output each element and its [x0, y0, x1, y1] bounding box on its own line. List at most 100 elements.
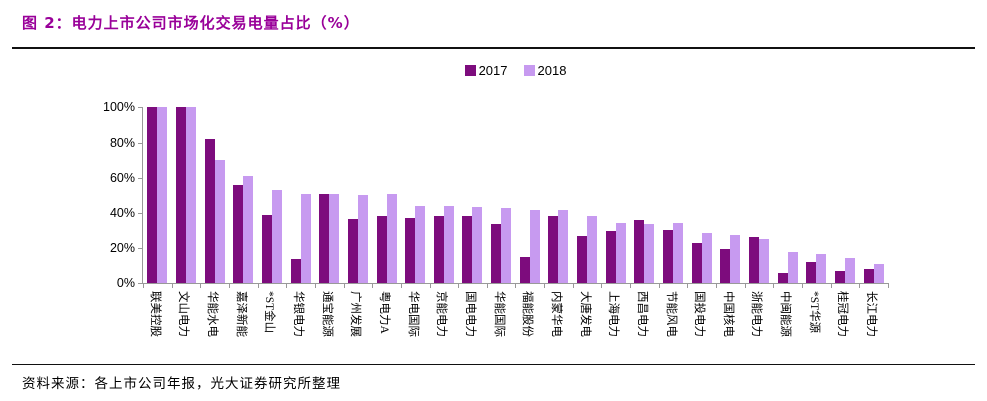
x-tick — [486, 284, 488, 289]
bar-2017 — [204, 139, 215, 284]
x-axis-category-label: 国电电力 — [463, 291, 476, 337]
x-tick — [143, 284, 144, 289]
bar-2018 — [673, 223, 684, 284]
bar-2018 — [214, 160, 225, 284]
x-tick — [601, 284, 603, 289]
bar-2018 — [329, 194, 340, 284]
bar-2017 — [405, 218, 416, 284]
x-tick — [687, 284, 689, 289]
x-axis-category-label: 福能股份 — [521, 291, 534, 337]
bar-2017 — [519, 256, 530, 284]
y-axis-tick-label: 80% — [109, 135, 135, 150]
x-tick — [372, 284, 374, 289]
title-divider — [12, 47, 975, 49]
bar-2017 — [577, 235, 588, 284]
bar-2017 — [319, 194, 330, 284]
bar-2017 — [748, 237, 759, 284]
bar-2018 — [357, 195, 368, 284]
bar-2018 — [873, 263, 884, 284]
legend-item-2018: 2018 — [523, 63, 566, 78]
x-axis-category-label: 广州发展 — [349, 291, 362, 337]
bar-2018 — [386, 194, 397, 284]
bar-2017 — [175, 107, 186, 284]
bar-2017 — [634, 219, 645, 284]
source-divider — [12, 364, 975, 365]
bar-2018 — [787, 252, 798, 284]
bar-2017 — [663, 230, 674, 284]
x-tick — [228, 284, 230, 289]
x-tick — [400, 284, 402, 289]
bar-2017 — [347, 219, 358, 284]
bar-2017 — [290, 258, 301, 284]
x-axis-category-label: 京能电力 — [435, 291, 448, 337]
x-axis-category-label: 华能水电 — [206, 291, 219, 337]
bar-2017 — [433, 216, 444, 284]
x-axis-category-label: 浙能电力 — [750, 291, 763, 337]
x-tick — [859, 284, 861, 289]
y-tick — [138, 212, 142, 214]
bar-2018 — [816, 254, 827, 284]
y-axis-tick-label: 20% — [109, 241, 135, 256]
y-axis-tick-label: 0% — [116, 276, 135, 291]
bar-2018 — [243, 175, 254, 284]
bar-2017 — [261, 214, 272, 284]
bar-2018 — [615, 223, 626, 284]
bar-2017 — [720, 248, 731, 284]
legend-swatch-2017 — [464, 65, 476, 76]
x-tick — [515, 284, 517, 289]
bar-2017 — [691, 242, 702, 284]
x-tick — [257, 284, 259, 289]
bar-2018 — [300, 193, 311, 284]
x-tick — [343, 284, 345, 289]
y-tick — [138, 107, 142, 109]
legend-swatch-2018 — [523, 65, 535, 76]
bar-2018 — [271, 190, 282, 284]
y-tick — [138, 283, 142, 285]
x-axis-category-label: 内蒙华电 — [549, 291, 562, 337]
x-tick — [544, 284, 546, 289]
x-axis-category-label: 西昌电力 — [635, 291, 648, 337]
bar-2018 — [844, 257, 855, 284]
bar-2018 — [558, 210, 569, 284]
source-note: 资料来源：各上市公司年报，光大证券研究所整理 — [22, 376, 341, 391]
y-axis-tick-label: 60% — [109, 170, 135, 185]
legend-label-2017: 2017 — [478, 63, 508, 78]
bar-2018 — [472, 206, 483, 284]
x-axis-category-label: 国投电力 — [693, 291, 706, 337]
x-axis-category-label: 粤电力A — [378, 291, 391, 334]
x-axis-category-label: 中闽能源 — [779, 291, 792, 337]
x-tick — [658, 284, 660, 289]
x-tick — [830, 284, 832, 289]
bar-2018 — [587, 216, 598, 284]
bar-2017 — [548, 215, 559, 284]
x-tick — [458, 284, 460, 289]
x-axis-category-label: 联美控股 — [148, 291, 161, 337]
bar-2018 — [443, 205, 454, 284]
x-axis-category-label: 上海电力 — [607, 291, 620, 337]
x-tick — [286, 284, 288, 289]
bar-2017 — [233, 184, 244, 284]
bar-2017 — [376, 215, 387, 284]
x-tick — [572, 284, 574, 289]
x-axis-category-label: 文山电力 — [177, 291, 190, 337]
bar-2017 — [491, 224, 502, 284]
x-tick — [314, 284, 316, 289]
x-axis-category-label: *ST华源 — [807, 291, 820, 334]
x-tick — [200, 284, 202, 289]
x-axis-category-label: 华银电力 — [292, 291, 305, 337]
y-axis-line — [142, 107, 143, 285]
bar-2017 — [806, 262, 817, 284]
x-tick — [887, 284, 889, 289]
x-tick — [773, 284, 775, 289]
y-tick — [138, 248, 142, 250]
bar-2018 — [415, 205, 426, 284]
x-axis-category-label: 桂冠电力 — [836, 291, 849, 337]
figure-title: 图 2：电力上市公司市场化交易电量占比（%） — [22, 14, 360, 32]
x-axis-category-label: 大唐发电 — [578, 291, 591, 337]
bar-2018 — [730, 234, 741, 284]
x-axis-category-label: 华电国际 — [406, 291, 419, 337]
x-axis-category-label: *ST金山 — [263, 291, 276, 334]
y-axis-tick-label: 40% — [109, 205, 135, 220]
bar-2018 — [701, 233, 712, 284]
